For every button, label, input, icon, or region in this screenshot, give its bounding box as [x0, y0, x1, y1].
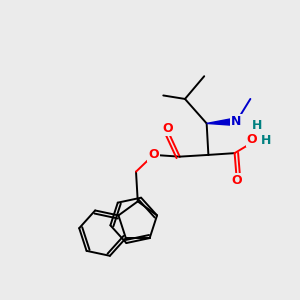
Text: O: O [162, 122, 173, 135]
Text: O: O [232, 174, 242, 187]
Text: H: H [261, 134, 271, 147]
Text: O: O [148, 148, 159, 161]
Polygon shape [207, 118, 237, 125]
Text: N: N [231, 115, 242, 128]
Text: O: O [247, 134, 257, 146]
Text: H: H [251, 119, 262, 132]
